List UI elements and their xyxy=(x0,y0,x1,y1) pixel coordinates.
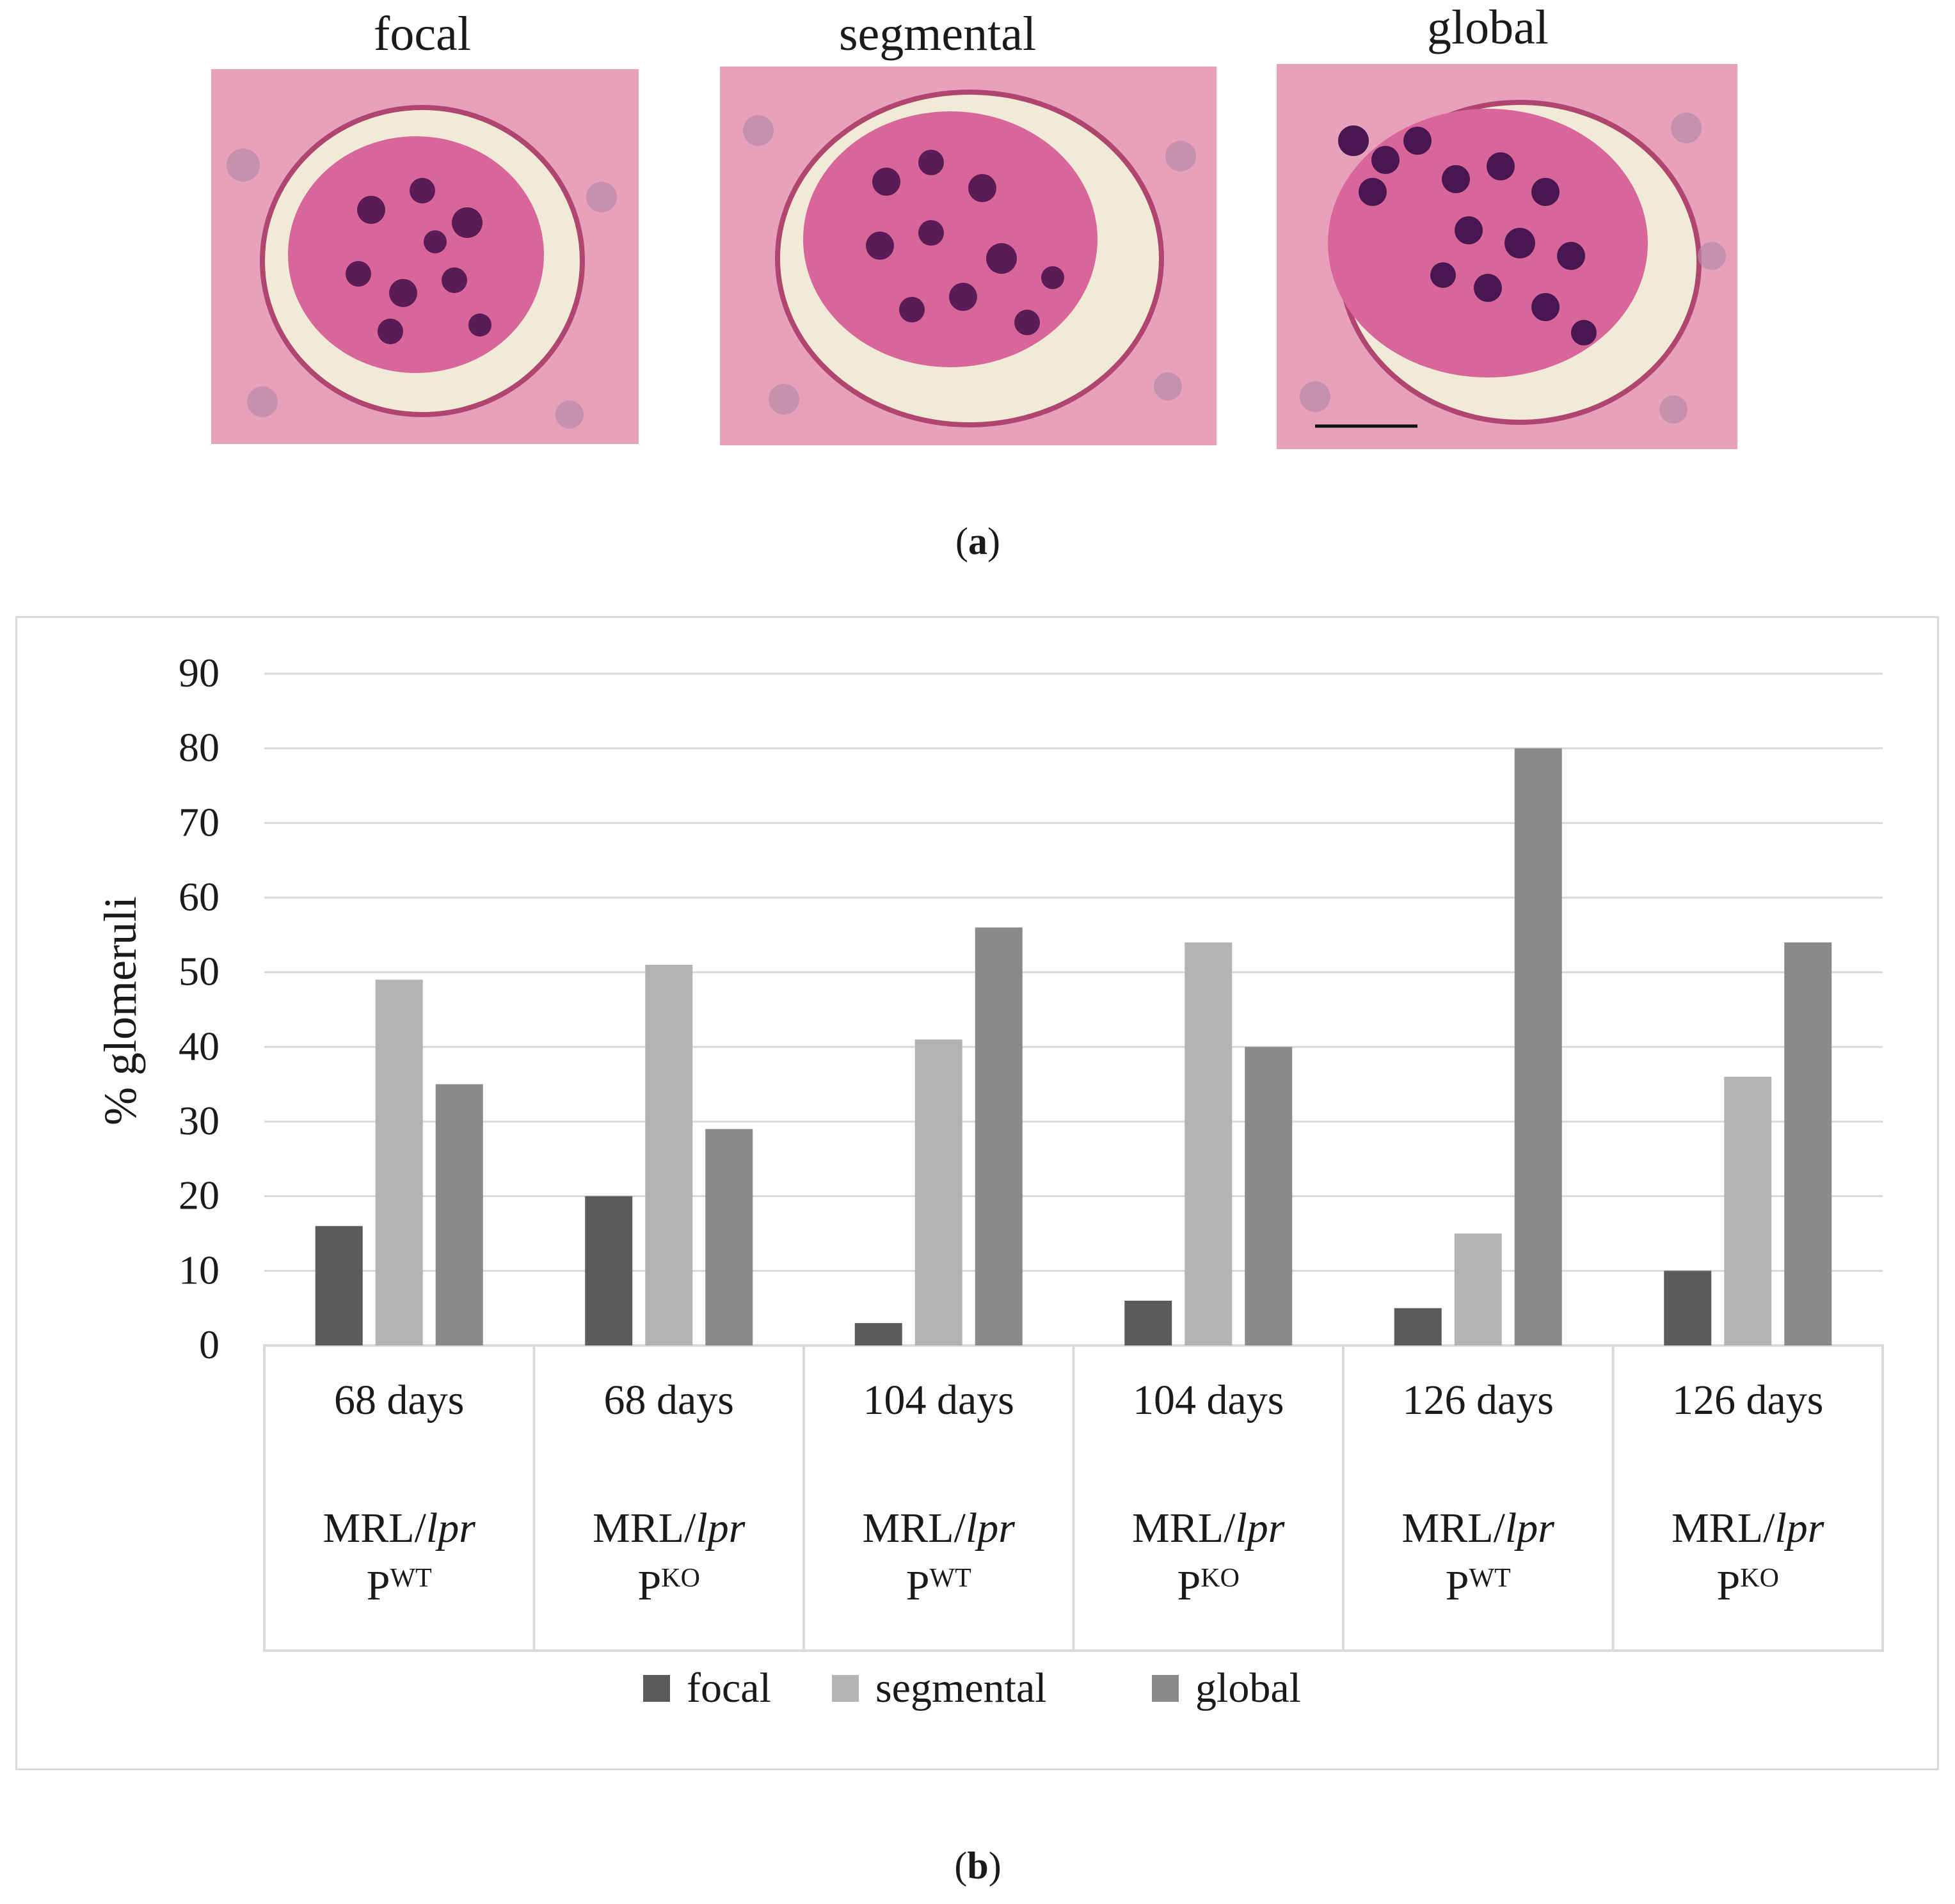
bar-focal xyxy=(1124,1301,1172,1345)
bar-focal xyxy=(1664,1271,1712,1345)
legend-swatch-focal xyxy=(643,1675,670,1702)
legend-label-global: global xyxy=(1195,1665,1301,1711)
bar-global xyxy=(1245,1047,1293,1345)
x-tick-label-strain: MRL/lpr xyxy=(1132,1505,1285,1551)
y-tick-label: 30 xyxy=(179,1098,219,1143)
x-tick-label-days: 104 days xyxy=(863,1377,1014,1424)
x-tick-label-strain: MRL/lpr xyxy=(593,1505,746,1551)
y-tick-label: 0 xyxy=(199,1322,219,1367)
x-tick-label-genotype: PWT xyxy=(367,1562,432,1609)
x-tick-label-days: 126 days xyxy=(1403,1377,1554,1424)
y-tick-label: 90 xyxy=(179,650,219,695)
legend-swatch-segmental xyxy=(832,1675,859,1702)
x-tick-label-strain: MRL/lpr xyxy=(1402,1505,1555,1551)
bar-segmental xyxy=(645,965,693,1345)
x-tick-label-strain: MRL/lpr xyxy=(323,1505,476,1551)
micrograph-segmental xyxy=(720,67,1217,445)
x-tick-label-genotype: PKO xyxy=(1177,1562,1240,1609)
caption-b: (b) xyxy=(954,1844,1001,1887)
y-tick-label: 40 xyxy=(179,1023,219,1068)
bar-global xyxy=(1514,748,1562,1345)
bar-focal xyxy=(585,1196,633,1345)
x-tick-label-days: 104 days xyxy=(1133,1377,1284,1424)
x-tick-label-strain: MRL/lpr xyxy=(1672,1505,1824,1551)
image-title-focal: focal xyxy=(374,7,471,61)
x-tick-label-days: 68 days xyxy=(604,1377,734,1424)
x-tick-label-genotype: PWT xyxy=(906,1562,971,1609)
image-title-global: global xyxy=(1427,1,1549,54)
bar-global xyxy=(435,1084,483,1345)
bar-segmental xyxy=(914,1039,962,1345)
x-tick-label-genotype: PWT xyxy=(1446,1562,1511,1609)
bar-focal xyxy=(1394,1308,1442,1345)
micrograph-global xyxy=(1277,64,1737,449)
legend-label-segmental: segmental xyxy=(875,1665,1047,1711)
y-axis-label: % glomeruli xyxy=(95,896,146,1125)
x-tick-label-days: 68 days xyxy=(334,1377,464,1424)
caption-a: (a) xyxy=(955,520,1000,562)
bar-global xyxy=(705,1129,753,1345)
bar-segmental xyxy=(375,980,423,1345)
bar-segmental xyxy=(1724,1077,1772,1345)
x-tick-label-genotype: PKO xyxy=(638,1562,700,1609)
bar-global xyxy=(1784,942,1832,1345)
legend-label-focal: focal xyxy=(687,1665,771,1711)
legend-swatch-global xyxy=(1152,1675,1179,1702)
bar-segmental xyxy=(1185,942,1233,1345)
y-tick-label: 10 xyxy=(179,1247,219,1292)
x-tick-label-days: 126 days xyxy=(1672,1377,1823,1424)
bar-segmental xyxy=(1454,1234,1502,1345)
y-tick-label: 80 xyxy=(179,725,219,770)
x-tick-label-genotype: PKO xyxy=(1717,1562,1779,1609)
y-tick-label: 20 xyxy=(179,1173,219,1218)
y-tick-label: 60 xyxy=(179,874,219,919)
bar-focal xyxy=(315,1226,363,1345)
micrograph-focal xyxy=(211,69,639,444)
y-tick-label: 70 xyxy=(179,799,219,845)
y-tick-label: 50 xyxy=(179,949,219,994)
x-tick-label-strain: MRL/lpr xyxy=(863,1505,1016,1551)
image-title-segmental: segmental xyxy=(838,7,1037,61)
bar-focal xyxy=(854,1323,902,1345)
bar-global xyxy=(975,927,1023,1345)
